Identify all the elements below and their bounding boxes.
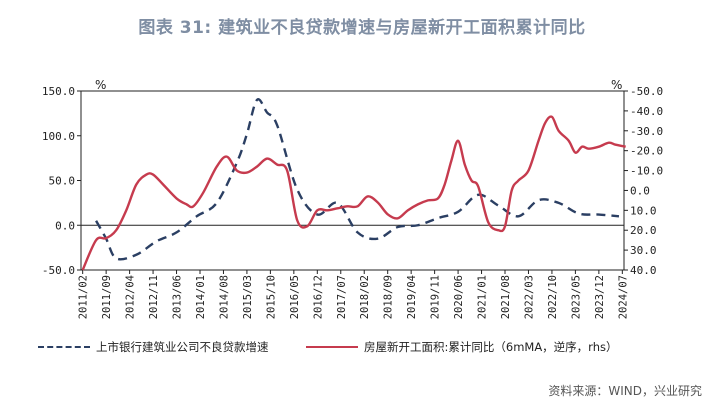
x-tick-label: 2017/07: [336, 275, 348, 319]
axes: [77, 90, 628, 274]
right-tick-label: 0.0: [630, 184, 650, 197]
legend: 上市银行建筑业公司不良贷款增速 房屋新开工面积:累计同比（6mMA，逆序，rhs…: [0, 339, 724, 359]
left-tick-label: 50.0: [49, 175, 76, 188]
x-tick-label: 2011/09: [101, 275, 113, 319]
x-tick-label: 2013/06: [172, 275, 184, 319]
x-tick-label: 2015/03: [242, 275, 254, 319]
x-tick-label: 2019/04: [406, 275, 418, 319]
legend-label-npl: 上市银行建筑业公司不良贷款增速: [96, 340, 269, 354]
axis-labels: 150.0 100.0 50.0 0.0 -50.0 -50.0 -40.0 -30.0 -20…: [42, 78, 663, 319]
plot-border: [80, 90, 625, 271]
right-tick-label: 40.0: [630, 264, 657, 277]
chart-title: 图表 31: 建筑业不良贷款增速与房屋新开工面积累计同比: [138, 18, 586, 38]
right-tick-label: -50.0: [630, 85, 663, 98]
x-tick-label: 2023/05: [570, 275, 582, 319]
x-tick-label: 2016/12: [312, 275, 324, 319]
x-tick-label: 2014/08: [218, 275, 230, 319]
right-tick-label: -30.0: [630, 125, 663, 138]
legend-item-npl: 上市银行建筑业公司不良贷款增速: [38, 339, 269, 355]
x-tick-label: 2023/12: [594, 275, 606, 319]
series-lines: [81, 98, 626, 271]
x-tick-label: 2018/02: [359, 275, 371, 319]
series-line-npl-growth: [95, 98, 620, 261]
x-tick-label: 2012/11: [148, 275, 160, 319]
x-tick-label: 2021/08: [500, 275, 512, 319]
series-line-housing-starts: [81, 115, 626, 271]
right-tick-label: -40.0: [630, 105, 663, 118]
x-tick-label: 2021/01: [477, 275, 489, 319]
x-tick-label: 2016/05: [289, 275, 301, 319]
legend-solid-swatch: [306, 346, 358, 348]
x-tick-label: 2014/01: [195, 275, 207, 319]
x-tick-label: 2019/11: [430, 275, 442, 319]
x-tick-label: 2022/10: [547, 275, 559, 319]
right-tick-label: -20.0: [630, 145, 663, 158]
x-tick-label: 2022/03: [523, 275, 535, 319]
left-tick-label: -50.0: [42, 264, 75, 277]
x-tick-label: 2011/02: [78, 275, 90, 319]
plot-frame: [80, 90, 625, 271]
x-tick-label: 2024/07: [617, 275, 629, 319]
left-tick-label: 100.0: [42, 130, 75, 143]
legend-item-housing: 房屋新开工面积:累计同比（6mMA，逆序，rhs）: [306, 339, 618, 355]
legend-label-housing: 房屋新开工面积:累计同比（6mMA，逆序，rhs）: [364, 340, 618, 354]
source-note: 资料来源：WIND，兴业研究: [548, 384, 702, 398]
x-tick-label: 2020/06: [453, 275, 465, 319]
right-tick-label: 10.0: [630, 204, 657, 217]
x-tick-label: 2018/09: [383, 275, 395, 319]
x-tick-label: 2015/10: [265, 275, 277, 319]
right-tick-label: -10.0: [630, 165, 663, 178]
left-unit-label: %: [95, 78, 106, 92]
right-unit-label: %: [611, 78, 622, 92]
left-tick-label: 150.0: [42, 85, 75, 98]
x-tick-label: 2012/04: [125, 275, 137, 319]
left-tick-label: 0.0: [55, 219, 75, 232]
right-tick-label: 20.0: [630, 224, 657, 237]
legend-dash-swatch: [38, 346, 90, 348]
right-tick-label: 30.0: [630, 244, 657, 257]
